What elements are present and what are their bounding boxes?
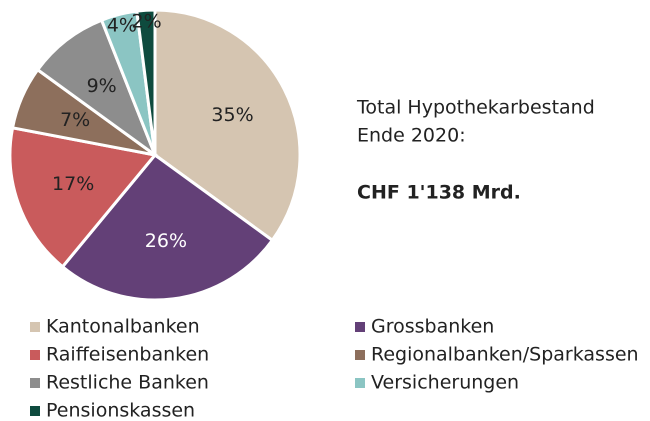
pie-slice — [153, 8, 302, 243]
legend-swatch — [30, 350, 40, 360]
legend-swatch — [355, 350, 365, 360]
pie-slice — [35, 18, 159, 160]
legend-label: Restliche Banken — [46, 372, 209, 394]
pie-slice — [135, 8, 157, 156]
legend-swatch — [30, 322, 40, 332]
legend-swatch — [355, 322, 365, 332]
pie-slice — [8, 126, 158, 269]
data-label: 2% — [132, 10, 162, 32]
legend-label: Grossbanken — [371, 316, 494, 338]
legend-swatch — [30, 406, 40, 416]
legend-swatch — [30, 378, 40, 388]
annotation: CHF 1'138 Mrd. — [357, 182, 521, 204]
pie-slice — [60, 152, 275, 302]
legend-label: Regionalbanken/Sparkassen — [371, 344, 639, 366]
legend-swatch — [355, 378, 365, 388]
data-label: 35% — [211, 104, 253, 126]
data-label: 7% — [60, 109, 90, 131]
annotation: Ende 2020: — [357, 125, 466, 147]
annotation: Total Hypothekarbestand — [356, 97, 595, 119]
legend-label: Kantonalbanken — [46, 316, 200, 338]
legend-label: Versicherungen — [371, 372, 519, 394]
data-label: 4% — [107, 14, 137, 36]
legend-label: Raiffeisenbanken — [46, 344, 209, 366]
data-label: 26% — [145, 230, 187, 252]
data-label: 9% — [87, 75, 117, 97]
legend-label: Pensionskassen — [46, 400, 195, 421]
data-label: 17% — [52, 173, 94, 195]
